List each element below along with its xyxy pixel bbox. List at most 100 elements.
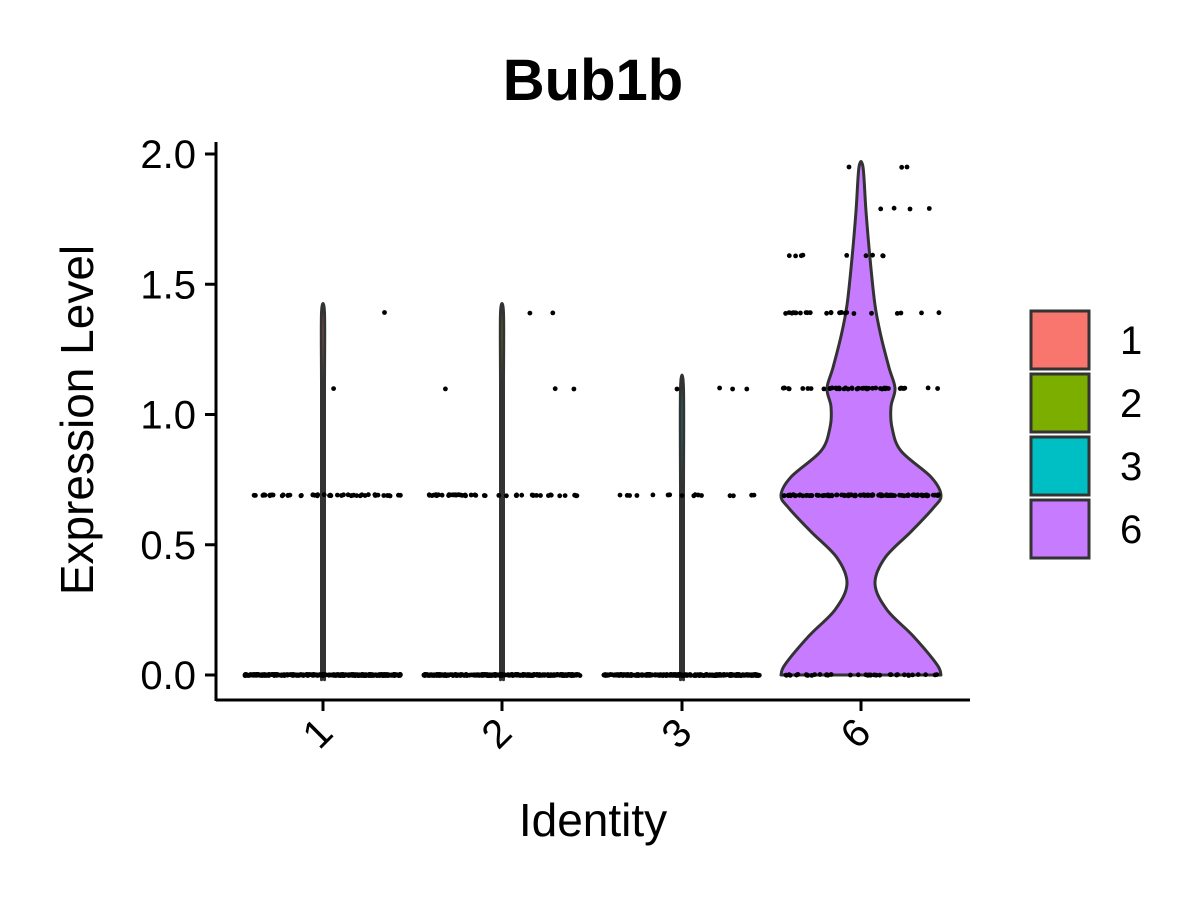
legend-key-6	[1029, 498, 1091, 560]
point-6	[879, 386, 885, 392]
point-6	[814, 492, 820, 498]
point-6	[800, 386, 806, 391]
point-2	[560, 673, 566, 678]
point-6	[923, 672, 928, 678]
point-3	[627, 493, 632, 498]
point-6	[935, 386, 940, 391]
point-1	[339, 493, 344, 498]
point-3	[703, 672, 709, 678]
point-2	[538, 672, 544, 678]
point-3	[614, 672, 620, 678]
point-2	[483, 672, 488, 678]
point-6	[870, 492, 876, 498]
point-2	[442, 672, 448, 678]
point-1	[315, 492, 321, 498]
point-6	[792, 310, 798, 316]
point-6	[899, 493, 905, 498]
point-1	[285, 672, 290, 677]
point-6	[833, 385, 839, 391]
point-3	[717, 385, 722, 391]
point-1	[354, 493, 360, 498]
point-2	[437, 672, 443, 678]
x-tick-label: 1	[295, 710, 342, 757]
point-1	[375, 492, 381, 498]
point-3	[744, 386, 750, 392]
point-6	[869, 310, 874, 316]
point-6	[910, 672, 915, 678]
point-6	[865, 672, 871, 678]
point-1	[331, 386, 336, 391]
point-1	[310, 492, 316, 498]
violin-6	[779, 159, 943, 677]
violin-2	[498, 301, 506, 682]
legend-key-1	[1029, 309, 1091, 371]
point-2	[472, 672, 478, 678]
point-1	[369, 672, 374, 678]
point-3	[676, 672, 682, 678]
point-2	[464, 673, 470, 678]
point-3	[679, 493, 685, 498]
point-6	[848, 672, 853, 678]
point-6	[786, 253, 792, 259]
point-6	[783, 311, 788, 316]
point-2	[468, 672, 474, 678]
point-6	[798, 310, 803, 316]
legend-label: 6	[1120, 508, 1142, 552]
point-6	[902, 672, 907, 678]
point-6	[863, 253, 869, 259]
point-6	[925, 385, 931, 391]
point-3	[674, 386, 680, 392]
point-2	[550, 310, 556, 316]
point-1	[279, 672, 285, 678]
point-1	[314, 673, 320, 678]
point-3	[708, 672, 713, 678]
point-6	[849, 386, 855, 391]
point-6	[877, 672, 883, 678]
point-3	[682, 673, 687, 678]
point-1	[328, 493, 334, 499]
y-axis-ticks: 0.0 0.5 1.0 1.5 2.0	[140, 133, 216, 698]
point-1	[270, 492, 276, 498]
point-6	[936, 310, 942, 316]
point-6	[809, 493, 815, 499]
point-3	[639, 672, 645, 677]
point-3	[753, 672, 758, 677]
point-2	[453, 673, 459, 678]
point-3	[699, 672, 705, 678]
point-6	[926, 206, 932, 211]
point-6	[793, 253, 798, 259]
point-6	[880, 253, 886, 259]
point-6	[846, 493, 851, 499]
point-6	[842, 310, 848, 316]
point-2	[545, 673, 551, 678]
point-3	[627, 673, 633, 678]
y-axis-title: Expression Level	[51, 245, 103, 595]
point-1	[321, 492, 327, 498]
point-6	[859, 386, 865, 391]
point-1	[362, 493, 368, 498]
point-6	[887, 492, 892, 498]
point-2	[454, 492, 459, 498]
point-6	[892, 493, 897, 498]
point-3	[647, 672, 653, 677]
point-3	[723, 672, 728, 678]
point-3	[694, 672, 699, 678]
point-1	[352, 673, 358, 678]
point-2	[472, 492, 478, 498]
point-1	[340, 672, 345, 678]
point-6	[900, 385, 905, 391]
point-6	[857, 492, 863, 498]
point-6	[865, 492, 871, 498]
point-1	[384, 672, 390, 678]
x-axis-ticks: 1 2 3 6	[295, 700, 879, 757]
point-1	[382, 310, 387, 315]
point-6	[800, 252, 806, 258]
point-6	[861, 492, 867, 498]
point-6	[899, 164, 905, 170]
point-3	[730, 386, 735, 392]
point-2	[534, 672, 540, 677]
point-6	[870, 252, 875, 258]
point-3	[658, 672, 663, 678]
point-6	[855, 672, 861, 678]
